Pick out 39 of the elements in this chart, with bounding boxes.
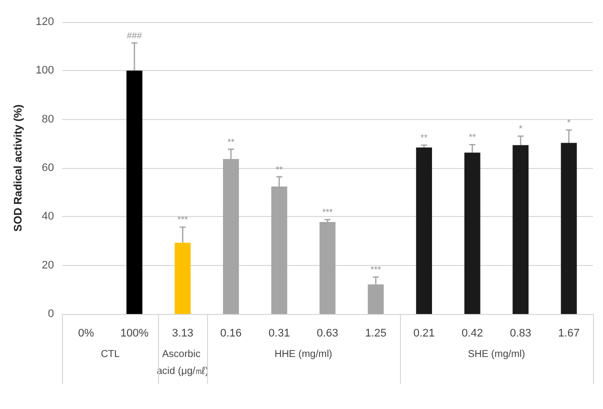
annotation: **: [227, 136, 235, 147]
x-tick-label: 0.63: [316, 328, 338, 340]
y-tick-label: 0: [48, 308, 54, 320]
annotation: *: [567, 118, 572, 128]
bar: [416, 148, 432, 314]
bar: [320, 222, 336, 314]
y-tick-label: 20: [42, 259, 54, 272]
y-tick-label: 60: [42, 162, 54, 174]
x-tick-label: 0.21: [413, 328, 435, 340]
x-tick-label: 0%: [78, 328, 94, 340]
x-tick-label: 1.67: [558, 328, 580, 340]
bar: [174, 242, 191, 314]
annotation: ***: [370, 264, 382, 275]
annotation: **: [468, 132, 476, 142]
bar: [560, 142, 577, 314]
y-tick-label: 40: [42, 210, 54, 223]
x-tick-label: 1.25: [365, 328, 386, 340]
annotation: *: [518, 124, 523, 134]
y-tick-label: 80: [42, 113, 54, 126]
bar: [126, 70, 142, 314]
x-tick-label: 100%: [120, 328, 149, 340]
annotation: **: [276, 164, 284, 174]
y-tick-label: 120: [36, 16, 54, 28]
text: CTL: [100, 349, 120, 360]
bar: [464, 152, 480, 314]
text: HHE (mg/ml): [274, 349, 332, 360]
annotation: ###: [126, 30, 142, 40]
annotation: **: [420, 132, 428, 143]
x-tick-label: 0.31: [268, 328, 290, 340]
annotation: ***: [177, 214, 188, 225]
bar: [512, 145, 529, 314]
x-tick-label: 3.13: [172, 328, 194, 340]
y-axis-title: SOD Radical activity (%): [12, 104, 24, 232]
x-tick-label: 0.16: [220, 328, 242, 340]
y-tick-label: 100: [36, 64, 54, 77]
annotation: ***: [322, 207, 334, 218]
text: SHE (mg/ml): [468, 349, 526, 360]
x-tick-label: 0.42: [462, 328, 484, 340]
x-tick-label: 0.83: [510, 328, 532, 340]
